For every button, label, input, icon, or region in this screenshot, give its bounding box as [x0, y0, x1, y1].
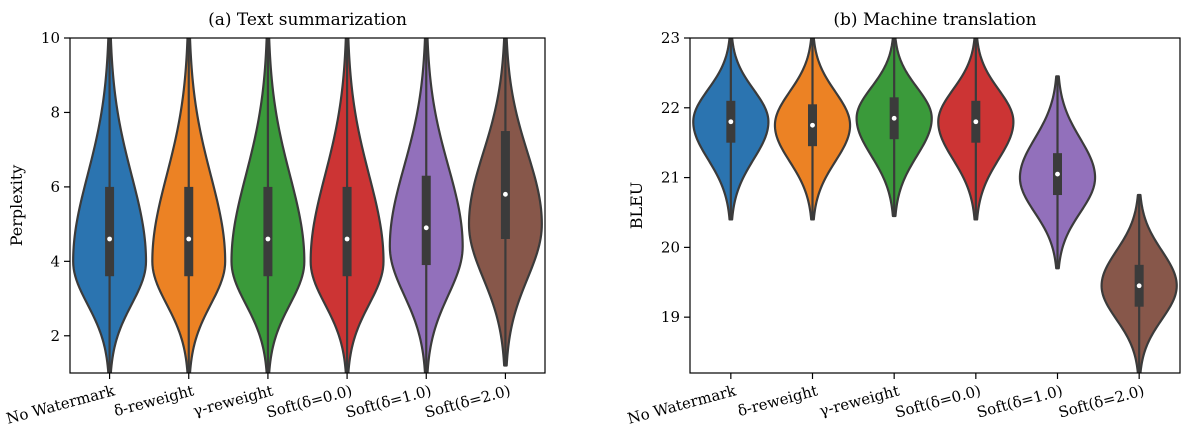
violin-median-point [810, 122, 815, 128]
violin-median-point [1055, 171, 1060, 177]
x-category-label: Soft(δ=0.0) [264, 381, 354, 421]
x-category-label: Soft(δ=1.0) [344, 381, 434, 421]
violin-median-point [1136, 283, 1142, 289]
y-tick-label: 6 [50, 178, 60, 196]
violin-median-point [973, 119, 979, 125]
violin-median-point [728, 119, 734, 125]
y-tick-label: 10 [41, 29, 60, 47]
x-category-label: γ-reweight [191, 381, 275, 420]
y-axis-label: Perplexity [7, 165, 26, 247]
y-tick-label: 21 [661, 169, 680, 187]
violin-median-point [891, 115, 897, 121]
y-tick-label: 8 [50, 103, 60, 121]
violin-median-point [344, 236, 350, 242]
violin-median-point [265, 236, 271, 242]
x-category-label: δ-reweight [112, 381, 196, 420]
x-category-label: δ-reweight [736, 381, 820, 420]
x-category-label: No Watermark [626, 381, 739, 427]
axes-frame [689, 37, 1181, 374]
y-tick-label: 19 [661, 308, 680, 326]
plot-area [692, 38, 1178, 373]
x-category-label: Soft(δ=1.0) [975, 381, 1065, 421]
x-category-label: γ-reweight [817, 381, 901, 420]
violin-iqr-box [500, 131, 510, 239]
violin-median-point [186, 236, 192, 242]
violin-iqr-box [421, 175, 431, 266]
y-tick-label: 20 [661, 238, 680, 256]
violin-iqr-box [342, 186, 352, 277]
y-tick-label: 4 [50, 252, 60, 270]
x-category-label: Soft(δ=0.0) [893, 381, 983, 421]
y-tick-label: 22 [661, 99, 680, 117]
violin-median-point [423, 225, 429, 231]
y-tick-label: 23 [661, 29, 680, 47]
axes-frame [69, 37, 546, 374]
x-category-label: No Watermark [4, 381, 117, 427]
y-tick-label: 2 [50, 327, 60, 345]
violin-iqr-box [263, 186, 273, 277]
chart-title: (b) Machine translation [833, 10, 1036, 30]
plot-area [72, 38, 543, 373]
x-category-label: Soft(δ=2.0) [1056, 381, 1146, 421]
violin-iqr-box [105, 186, 115, 277]
x-category-label: Soft(δ=2.0) [423, 381, 513, 421]
violin-median-point [107, 236, 112, 242]
panel-machine-translation: 19 20 21 22 23 No Watermarkδ-reweightγ-reweig… [626, 10, 1181, 428]
violin-iqr-box [184, 186, 194, 277]
violin-median-point [503, 191, 508, 197]
chart-title: (a) Text summarization [208, 10, 407, 30]
y-axis-label: BLEU [627, 182, 646, 230]
